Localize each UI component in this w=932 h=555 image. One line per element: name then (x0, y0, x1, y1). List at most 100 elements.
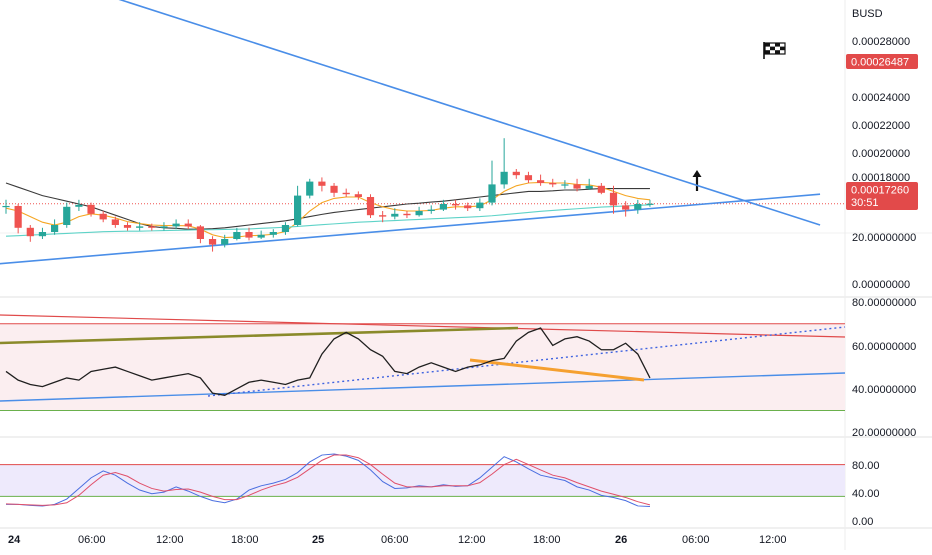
candle-body (306, 181, 314, 196)
candle-body (75, 204, 83, 207)
price-tick: 0.00028000 (852, 36, 910, 48)
candle-body (111, 219, 119, 225)
candle-body (257, 234, 265, 238)
candle-body (281, 225, 290, 232)
rsi-divergence-line (469, 358, 645, 382)
candle-body (208, 239, 217, 245)
rsi-pane (0, 314, 846, 411)
time-label: 18:00 (231, 534, 259, 546)
stoch-tick: 40.00 (852, 488, 880, 500)
flag-icon[interactable] (763, 42, 786, 59)
current-price-text: 0.00017260 (851, 185, 909, 197)
candle-body (269, 232, 277, 235)
rsi-resistance-line (0, 314, 846, 338)
candle-body (87, 204, 95, 214)
arrow-up-icon[interactable] (692, 170, 702, 191)
candle-body (561, 184, 569, 186)
candle-body (537, 180, 545, 183)
candle-body (245, 232, 253, 238)
candle-body (38, 232, 47, 237)
quote-currency-label: BUSD (852, 8, 883, 20)
candle-body (403, 213, 411, 216)
time-label: 06:00 (381, 534, 409, 546)
candle-body (500, 171, 508, 185)
candle-body (221, 239, 229, 245)
candle-body (488, 184, 496, 203)
stoch-pane (0, 453, 845, 507)
candle-body (524, 175, 533, 181)
candle-body (99, 213, 107, 220)
candle-body (233, 232, 241, 239)
price-tick: 0.00024000 (852, 92, 910, 104)
h-level-price-tag: 0.00026487 (846, 54, 918, 69)
rsi-tick: 80.00000000 (852, 297, 916, 309)
candle-body (634, 204, 642, 210)
candle-body (439, 204, 447, 210)
time-label: 12:00 (458, 534, 486, 546)
current-price-tag: 0.00017260 30:51 (846, 182, 918, 210)
candle-body (379, 215, 387, 217)
stoch-band (0, 464, 845, 497)
candle-body (391, 213, 399, 217)
time-label: 06:00 (682, 534, 710, 546)
candle-body (294, 195, 302, 225)
candle-body (330, 185, 338, 193)
time-label: 25 (312, 534, 324, 546)
candle-body (622, 205, 630, 210)
price-pane (0, 0, 845, 265)
candle-body (415, 211, 423, 216)
rsi-tick: 40.00000000 (852, 384, 916, 396)
candle-body (451, 204, 460, 206)
stoch-tick: 0.00 (852, 516, 873, 528)
candle-body (366, 197, 375, 216)
candle-body (585, 185, 593, 189)
price-tick: 0.00020000 (852, 148, 910, 160)
candle-body (354, 194, 362, 197)
candle-body (573, 184, 581, 189)
candle-body (172, 223, 180, 227)
stoch-d-line (5, 454, 651, 506)
price-tick: 0.00022000 (852, 120, 910, 132)
rsi-line (5, 327, 651, 396)
candle-body (476, 202, 484, 209)
time-label: 06:00 (78, 534, 106, 546)
stoch-k-line (6, 453, 650, 507)
price-tick: 0.00018000 (852, 172, 910, 184)
time-axis: 24 06:00 12:00 18:00 25 06:00 12:00 18:0… (8, 534, 787, 546)
rsi-tick: 60.00000000 (852, 341, 916, 353)
bar-countdown: 30:51 (851, 197, 879, 209)
candle-body (184, 223, 192, 227)
candle-body (318, 181, 326, 186)
rsi-olive-trendline (0, 326, 519, 345)
candle-body (512, 171, 520, 176)
candle-body (148, 226, 156, 228)
candle-body (160, 226, 168, 228)
trendline-descending-resistance (118, 0, 821, 226)
time-label: 26 (615, 534, 627, 546)
trendline-ascending-support (0, 193, 821, 265)
candle-body (196, 226, 204, 239)
price-tick: 0.00000000 (852, 279, 910, 291)
candle-body (51, 225, 59, 232)
stoch-axis: 80.00 40.00 0.00 (852, 460, 880, 528)
candle-body (609, 192, 618, 206)
time-label: 18:00 (533, 534, 561, 546)
candle-body (123, 225, 132, 228)
candle-body (26, 227, 34, 237)
rsi-axis: 80.00000000 60.00000000 40.00000000 20.0… (852, 297, 916, 439)
candle-body (342, 192, 350, 195)
candle-body (136, 226, 144, 228)
candle-body (427, 209, 435, 211)
rsi-tick: 20.00000000 (852, 427, 916, 439)
h-level-price-text: 0.00026487 (851, 57, 909, 69)
time-label: 12:00 (156, 534, 184, 546)
candle-body (549, 183, 557, 185)
stoch-tick: 80.00 (852, 460, 880, 472)
time-label: 12:00 (759, 534, 787, 546)
candle-body (646, 203, 654, 205)
candle-body (464, 205, 472, 209)
moving-average-line (5, 182, 650, 230)
